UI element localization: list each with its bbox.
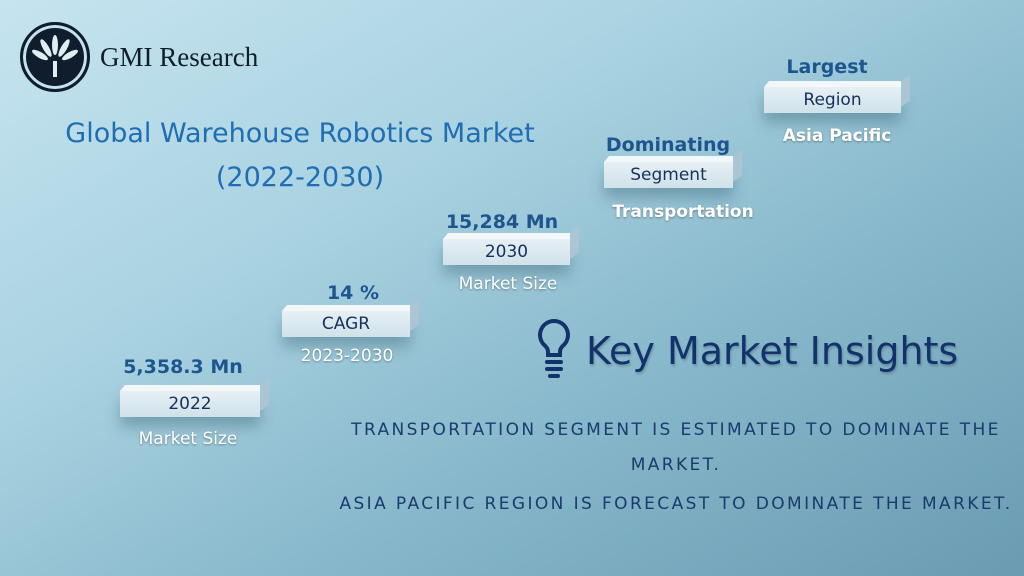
step-label: Segment xyxy=(604,162,733,188)
step-sub: Asia Pacific xyxy=(782,126,892,146)
step-value: 5,358.3 Mn xyxy=(123,356,243,378)
lightbulb-icon xyxy=(538,318,570,378)
step-label: Region xyxy=(764,87,901,113)
gmi-logo: GMI Research xyxy=(20,22,258,92)
step-sub: Transportation xyxy=(612,202,754,222)
step-sub: Market Size xyxy=(458,274,558,294)
brand-name: GMI Research xyxy=(100,41,259,72)
key-insights-header: Key Market Insights xyxy=(536,318,958,384)
step-value: Dominating xyxy=(605,134,731,156)
step-label: 2030 xyxy=(443,239,570,265)
palm-logo-icon xyxy=(20,22,90,92)
step-label: 2022 xyxy=(120,391,260,417)
step-value: 15,284 Mn xyxy=(445,211,559,233)
step-sub: 2023-2030 xyxy=(300,346,394,366)
step-value: Largest xyxy=(786,56,868,78)
step-value: 14 % xyxy=(326,282,380,304)
insight-item: ASIA PACIFIC REGION IS FORECAST TO DOMIN… xyxy=(339,494,1013,514)
step-label: CAGR xyxy=(282,311,410,337)
page-title: Global Warehouse Robotics Market xyxy=(65,118,535,149)
page-subtitle: (2022-2030) xyxy=(215,162,385,193)
key-insights-heading: Key Market Insights xyxy=(586,329,959,373)
step-sub: Market Size xyxy=(138,429,238,449)
insight-item: TRANSPORTATION SEGMENT IS ESTIMATED TO D… xyxy=(351,420,1001,475)
